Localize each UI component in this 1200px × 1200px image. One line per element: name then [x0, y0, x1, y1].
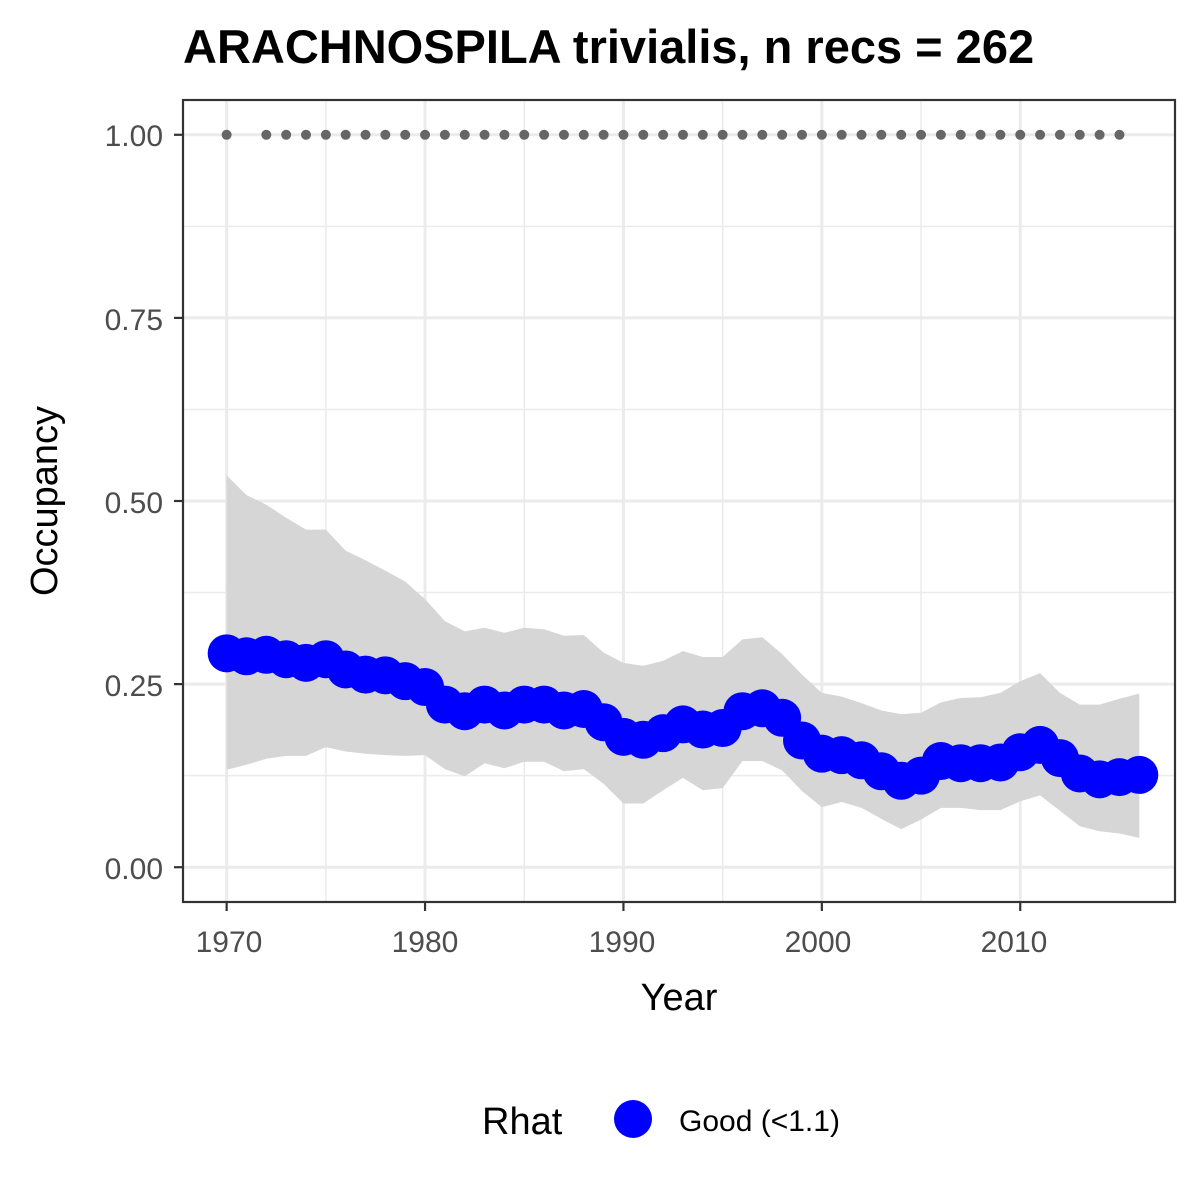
y-tick-label: 0.75 — [105, 304, 163, 337]
record-dot — [439, 129, 450, 140]
record-dot — [697, 129, 708, 140]
record-dot — [221, 129, 232, 140]
legend: Rhat Good (<1.1) — [482, 1100, 840, 1143]
x-tick-label: 2010 — [981, 926, 1048, 959]
record-dot — [658, 129, 669, 140]
x-axis-title: Year — [641, 977, 718, 1019]
record-dot — [638, 129, 649, 140]
record-dot — [836, 129, 847, 140]
x-tick-label: 1990 — [589, 926, 656, 959]
record-dot — [459, 129, 470, 140]
record-dot — [995, 129, 1006, 140]
record-dot — [519, 129, 530, 140]
x-tick-label: 1970 — [196, 926, 263, 959]
legend-label-good: Good (<1.1) — [679, 1105, 840, 1138]
record-dot — [320, 129, 331, 140]
record-dot — [261, 129, 272, 140]
record-dot — [1094, 129, 1105, 140]
record-dot — [975, 129, 986, 140]
plot-panel — [181, 98, 1177, 904]
record-dot — [281, 129, 292, 140]
record-dot — [737, 129, 748, 140]
record-dots — [221, 129, 1125, 140]
record-dot — [618, 129, 629, 140]
record-dot — [896, 129, 907, 140]
y-tick-label: 0.00 — [105, 853, 163, 886]
legend-key-good — [614, 1100, 652, 1138]
confidence-ribbon — [226, 475, 1140, 838]
record-dot — [380, 129, 391, 140]
record-dot — [1054, 129, 1065, 140]
record-dot — [916, 129, 927, 140]
record-dot — [717, 129, 728, 140]
y-tick-label: 1.00 — [105, 120, 163, 153]
record-dot — [400, 129, 411, 140]
occupancy-point — [1120, 755, 1159, 794]
y-axis: 1.00 0.75 0.50 0.25 0.00 — [105, 120, 183, 886]
record-dot — [301, 129, 312, 140]
occupancy-points — [207, 634, 1159, 800]
record-dot — [935, 129, 946, 140]
record-dot — [578, 129, 589, 140]
record-dot — [677, 129, 688, 140]
record-dot — [499, 129, 510, 140]
y-axis-ticks — [174, 133, 183, 869]
x-axis: 1970 1980 1990 2000 2010 — [196, 902, 1048, 959]
record-dot — [816, 129, 827, 140]
record-dot — [955, 129, 966, 140]
record-dot — [856, 129, 867, 140]
record-dot — [420, 129, 431, 140]
y-tick-label: 0.25 — [105, 670, 163, 703]
record-dot — [360, 129, 371, 140]
legend-title: Rhat — [482, 1101, 563, 1143]
record-dot — [1035, 129, 1046, 140]
record-dot — [558, 129, 569, 140]
record-dot — [797, 129, 808, 140]
record-dot — [539, 129, 550, 140]
chart-title: ARACHNOSPILA trivialis, n recs = 262 — [183, 20, 1034, 73]
record-dot — [757, 129, 768, 140]
x-tick-label: 2000 — [785, 926, 852, 959]
record-dot — [1015, 129, 1026, 140]
record-dot — [876, 129, 887, 140]
y-tick-label: 0.50 — [105, 487, 163, 520]
record-dot — [479, 129, 490, 140]
y-axis-title: Occupancy — [24, 406, 66, 596]
record-dot — [1114, 129, 1125, 140]
x-tick-label: 1980 — [392, 926, 459, 959]
record-dot — [777, 129, 788, 140]
record-dot — [1074, 129, 1085, 140]
record-dot — [598, 129, 609, 140]
record-dot — [340, 129, 351, 140]
x-axis-ticks — [225, 902, 1022, 911]
